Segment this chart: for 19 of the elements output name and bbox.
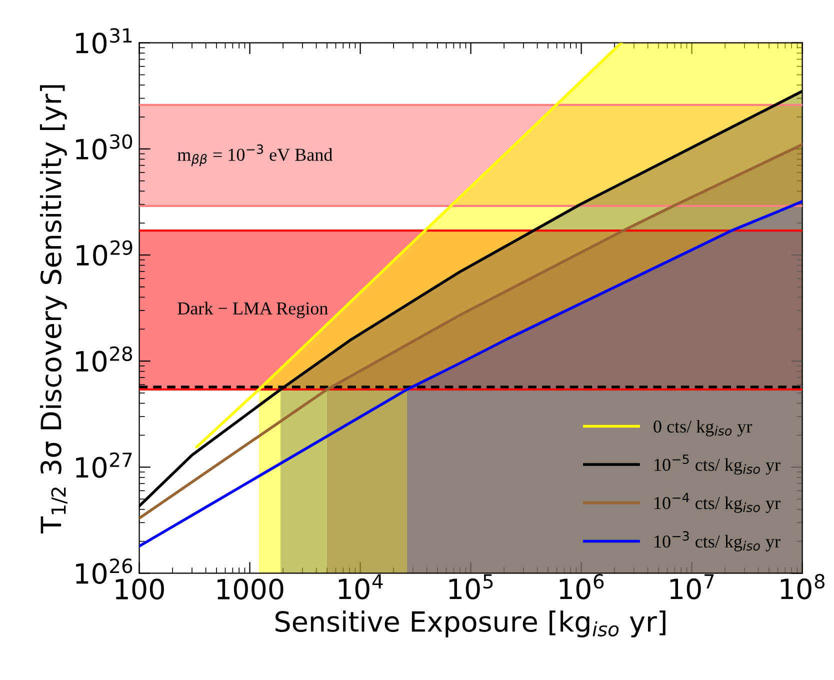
legend-label: 0 cts/ kg$_{iso}$ yr [654, 420, 752, 436]
x-tick-label: 10$^{6}$ [560, 574, 604, 600]
x-tick-label: 10$^{8}$ [780, 574, 825, 600]
band-label: Dark − LMA Region [178, 302, 328, 318]
legend-label: 10$^{−4}$ cts/ kg$_{iso}$ yr [654, 492, 780, 513]
x-tick-label: 1000 [217, 578, 284, 600]
x-axis-title: Sensitive Exposure [kg$_{iso}$ yr] [276, 610, 666, 638]
y-tick-label: 10$^{27}$ [76, 452, 132, 478]
y-tick-label: 10$^{29}$ [76, 240, 132, 266]
y-tick-label: 10$^{28}$ [76, 346, 132, 372]
band-label: m$_{ββ}$ = 10$^{−3}$ eV Band [177, 144, 332, 166]
legend-label: 10$^{−3}$ cts/ kg$_{iso}$ yr [654, 531, 780, 552]
y-tick-label: 10$^{30}$ [76, 134, 132, 160]
legend-label: 10$^{−5}$ cts/ kg$_{iso}$ yr [654, 454, 780, 475]
x-tick-label: 10$^{4}$ [338, 574, 383, 600]
x-tick-label: 10$^{5}$ [449, 574, 493, 600]
x-tick-label: 10$^{7}$ [670, 574, 714, 600]
y-tick-label: 10$^{31}$ [76, 28, 132, 54]
y-axis-title: T$_{1/2}$ 3σ Discovery Sensitivity [yr] [40, 85, 68, 534]
